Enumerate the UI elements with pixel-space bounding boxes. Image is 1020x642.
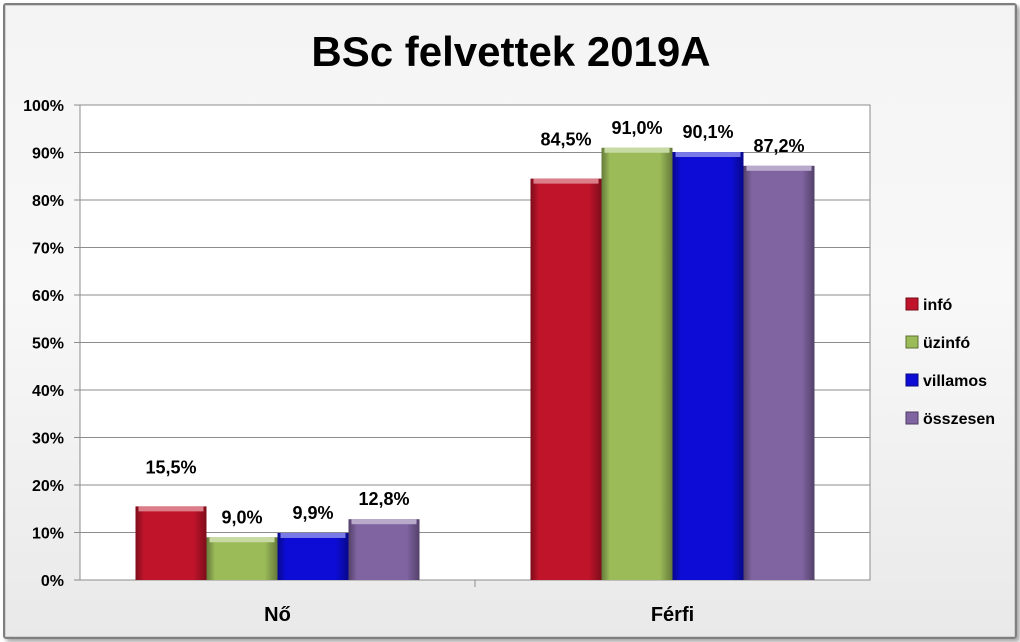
data-labels: 15,5% 9,0% 9,9% 12,8% 84,5% 91,0% 90,1% 87,2%	[145, 118, 804, 528]
legend-swatch	[905, 373, 919, 387]
bar-highlight	[746, 165, 812, 171]
bar	[672, 152, 744, 580]
y-axis: 0% 10% 20% 30% 40% 50% 60% 70% 80% 90% 100%	[23, 98, 80, 590]
y-tick-label: 0%	[41, 573, 64, 590]
bar-highlight	[604, 147, 670, 153]
y-tick-label: 30%	[32, 431, 64, 448]
legend-label: összesen	[923, 411, 995, 428]
y-tick-label: 10%	[32, 526, 64, 543]
x-category-label: Nő	[264, 604, 291, 626]
y-tick-label: 100%	[23, 98, 64, 115]
legend-label: villamos	[923, 373, 987, 390]
bar	[348, 519, 420, 580]
y-tick-label: 70%	[32, 241, 64, 258]
y-tick-label: 90%	[32, 146, 64, 163]
y-tick-label: 50%	[32, 336, 64, 353]
bar	[530, 178, 602, 580]
bar	[135, 506, 207, 580]
data-label: 87,2%	[753, 136, 804, 156]
data-label: 15,5%	[145, 457, 196, 477]
data-label: 91,0%	[611, 118, 662, 138]
legend-swatch	[905, 297, 919, 311]
legend-swatch	[905, 335, 919, 349]
legend-swatch	[905, 411, 919, 425]
data-label: 12,8%	[358, 489, 409, 509]
chart-title: BSc felvettek 2019A	[311, 28, 710, 75]
y-tick-label: 20%	[32, 478, 64, 495]
bar	[743, 165, 815, 581]
y-tick-label: 80%	[32, 193, 64, 210]
x-category-label: Férfi	[651, 604, 694, 626]
bar-highlight	[675, 152, 741, 158]
bar-highlight	[280, 532, 346, 538]
bar	[601, 147, 673, 580]
x-axis: Nő Férfi	[264, 580, 694, 626]
bar-highlight	[533, 178, 599, 184]
bar	[277, 532, 349, 580]
data-label: 90,1%	[682, 122, 733, 142]
legend-label: üzinfó	[923, 335, 970, 352]
data-label: 9,0%	[221, 507, 262, 527]
bar-highlight	[351, 519, 417, 525]
y-tick-label: 60%	[32, 288, 64, 305]
bar-highlight	[138, 506, 204, 512]
bars	[135, 147, 815, 581]
bar-highlight	[209, 537, 275, 543]
legend: infó üzinfó villamos összesen	[905, 297, 995, 428]
data-label: 84,5%	[540, 130, 591, 150]
bar	[206, 537, 278, 580]
data-label: 9,9%	[292, 503, 333, 523]
y-tick-label: 40%	[32, 383, 64, 400]
legend-label: infó	[923, 297, 953, 314]
